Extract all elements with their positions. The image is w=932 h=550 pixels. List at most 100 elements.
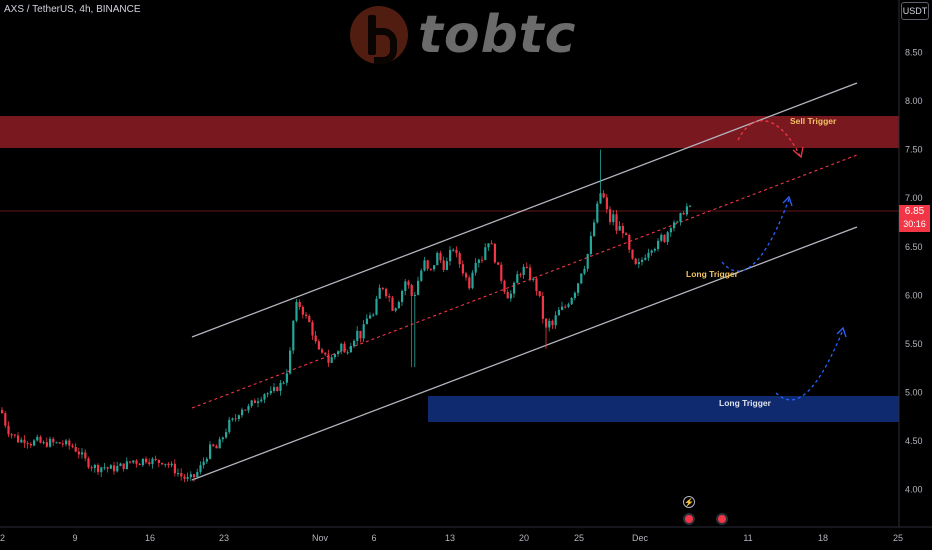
time-tick-label: 18 <box>818 533 828 543</box>
candle-body <box>394 308 397 311</box>
candle-body <box>26 443 29 445</box>
candle-body <box>570 297 573 305</box>
candle-body <box>125 461 128 470</box>
candle-body <box>10 434 13 436</box>
time-axis[interactable]: 2 9 16 23 Nov 6 13 20 25 Dec 11 18 25 <box>0 533 903 543</box>
candle-body <box>209 444 212 459</box>
candle-body <box>493 243 496 263</box>
candle-body <box>561 306 564 310</box>
candle-body <box>61 443 64 445</box>
candle-body <box>413 294 416 297</box>
candle-body <box>375 298 378 315</box>
time-tick-label: 25 <box>893 533 903 543</box>
candle-body <box>404 281 407 291</box>
candle-body <box>663 234 666 242</box>
candle-body <box>407 281 410 286</box>
candle-body <box>397 302 400 309</box>
candle-body <box>583 268 586 274</box>
candle-body <box>74 447 77 452</box>
channel-lower-line[interactable] <box>191 226 858 481</box>
candle-body <box>500 264 503 281</box>
candle-body <box>343 343 346 353</box>
price-tick-label: 6.00 <box>905 290 923 300</box>
time-tick-label: 16 <box>145 533 155 543</box>
candle-body <box>42 442 45 444</box>
candle-body <box>311 322 314 336</box>
channel-upper-line[interactable] <box>191 82 858 338</box>
candle-body <box>369 315 372 319</box>
candle-body <box>381 287 384 289</box>
candle-body <box>103 467 106 469</box>
candle-body <box>97 464 100 473</box>
candle-body <box>577 283 580 293</box>
candle-body <box>647 252 650 258</box>
candle-body <box>596 203 599 223</box>
candle-body <box>666 232 669 242</box>
channel-midline[interactable] <box>191 154 858 409</box>
candle-body <box>436 252 439 266</box>
candle-body <box>391 297 394 311</box>
candle-body <box>81 452 84 455</box>
candle-body <box>167 463 170 466</box>
candle-body <box>279 382 282 392</box>
sell-trigger-zone[interactable] <box>0 116 899 148</box>
candle-body <box>452 249 455 251</box>
currency-badge[interactable]: USDT <box>901 2 929 20</box>
candle-body <box>567 304 570 307</box>
candle-body <box>180 473 183 477</box>
candle-body <box>52 438 55 443</box>
price-tick-label: 7.00 <box>905 193 923 203</box>
candle-body <box>17 435 20 443</box>
candle-body <box>289 350 292 374</box>
candle-body <box>557 309 560 316</box>
time-tick-label: 2 <box>0 533 5 543</box>
price-axis[interactable]: 8.50 8.00 7.50 7.00 6.50 6.00 5.50 5.00 4.50 4.00 <box>905 48 923 495</box>
candle-body <box>682 213 685 215</box>
candle-body <box>477 259 480 263</box>
candle-body <box>509 293 512 299</box>
time-tick-label: 23 <box>219 533 229 543</box>
candle-body <box>433 265 436 270</box>
candle-body <box>548 320 551 328</box>
candle-body <box>631 249 634 259</box>
candle-body <box>157 459 160 463</box>
candle-body <box>503 280 506 292</box>
candle-body <box>580 273 583 284</box>
candle-body <box>497 262 500 265</box>
candle-body <box>445 261 448 270</box>
candle-body <box>119 463 122 467</box>
symbol-title[interactable]: AXS / TetherUS, 4h, BINANCE <box>4 4 141 15</box>
candle-body <box>189 474 192 478</box>
candle-body <box>420 270 423 281</box>
candle-body <box>330 357 333 363</box>
time-tick-label: 11 <box>743 533 752 543</box>
flash-icon[interactable]: ⚡ <box>683 496 695 508</box>
candle-body <box>679 213 682 222</box>
candle-body <box>333 354 336 358</box>
candle-body <box>554 315 557 326</box>
candle-body <box>650 250 653 253</box>
candle-body <box>241 409 244 416</box>
candle-body <box>276 387 279 392</box>
bar-countdown: 30:16 <box>903 219 926 229</box>
candle-body <box>68 440 71 446</box>
candle-body <box>285 373 288 383</box>
candle-body <box>461 264 464 274</box>
candle-body <box>535 278 538 292</box>
candle-body <box>474 262 477 273</box>
event-flag-icon[interactable] <box>683 513 695 525</box>
candle-body <box>324 352 327 355</box>
candle-body <box>625 233 628 235</box>
event-flag-icon[interactable] <box>716 513 728 525</box>
candle-body <box>138 463 141 466</box>
candle-body <box>221 437 224 440</box>
candle-body <box>237 415 240 420</box>
candle-body <box>551 320 554 326</box>
long-trigger-zone[interactable] <box>428 396 899 422</box>
candle-body <box>487 243 490 248</box>
candle-body <box>327 354 330 363</box>
candle-body <box>148 462 151 465</box>
candle-body <box>308 315 311 323</box>
candle-body <box>362 324 365 339</box>
